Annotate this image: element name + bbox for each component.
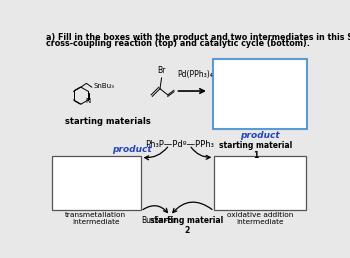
Text: cross-coupling reaction (top) and catalytic cycle (bottom).: cross-coupling reaction (top) and cataly…: [46, 39, 310, 48]
Text: N: N: [85, 98, 90, 104]
FancyBboxPatch shape: [214, 156, 306, 210]
FancyBboxPatch shape: [213, 59, 307, 129]
Text: Pd(PPh₃)₄: Pd(PPh₃)₄: [177, 70, 213, 79]
FancyBboxPatch shape: [51, 156, 141, 210]
Text: starting materials: starting materials: [65, 117, 151, 126]
Text: Bu₃Sn–Br: Bu₃Sn–Br: [141, 216, 176, 225]
Text: SnBu₃: SnBu₃: [93, 83, 114, 90]
Text: Ph₃P—Pdº—PPh₃: Ph₃P—Pdº—PPh₃: [145, 140, 214, 149]
Text: product: product: [240, 131, 280, 140]
Text: Br: Br: [158, 66, 166, 75]
Text: transmetallation
intermediate: transmetallation intermediate: [65, 212, 126, 225]
Text: oxidative addition
intermediate: oxidative addition intermediate: [227, 212, 293, 225]
Text: a) Fill in the boxes with the product and two intermediates in this Stille palla: a) Fill in the boxes with the product an…: [46, 33, 350, 42]
Text: starting material
1: starting material 1: [219, 141, 292, 160]
Text: starting material
2: starting material 2: [150, 216, 224, 235]
Text: product: product: [112, 145, 152, 154]
